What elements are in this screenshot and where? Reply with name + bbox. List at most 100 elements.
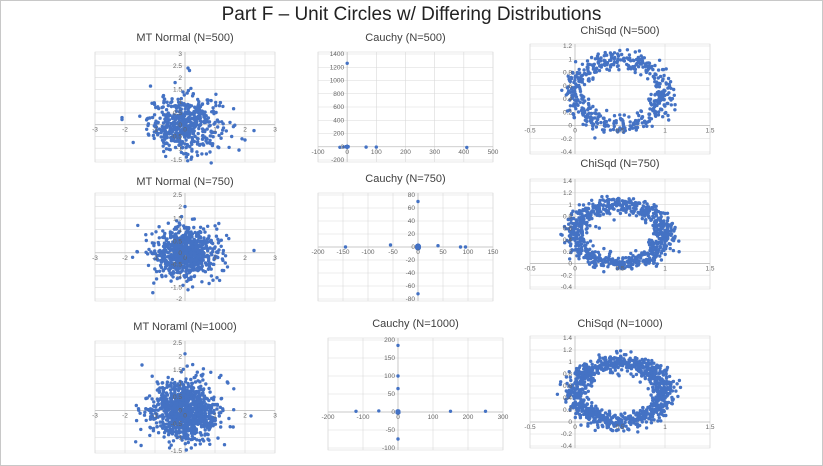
data-point [575, 236, 579, 241]
data-point [221, 408, 225, 413]
data-point [184, 407, 188, 412]
data-point [593, 70, 597, 74]
data-point [181, 145, 185, 150]
y-tick-label: 0 [411, 244, 415, 251]
data-point [164, 259, 169, 264]
data-point [178, 114, 182, 118]
data-point [207, 281, 211, 286]
data-point [198, 380, 202, 384]
data-point [173, 412, 178, 416]
data-point [172, 113, 176, 117]
data-point [584, 123, 588, 127]
data-point [215, 276, 219, 280]
data-point [166, 111, 170, 115]
data-point [166, 242, 170, 247]
data-point [590, 198, 594, 202]
data-point [615, 64, 620, 69]
data-point [657, 110, 661, 114]
data-point [185, 279, 189, 283]
data-point [661, 115, 665, 119]
data-point [608, 51, 613, 55]
data-point [147, 394, 152, 398]
data-point [195, 150, 199, 154]
data-point [611, 127, 616, 132]
data-point [643, 218, 648, 223]
y-tick-label: 200 [333, 131, 344, 138]
data-point [569, 232, 574, 236]
data-point [181, 90, 185, 94]
data-point [161, 258, 166, 262]
data-point [651, 207, 655, 211]
data-point [633, 67, 638, 72]
data-point [569, 212, 574, 216]
data-point [560, 233, 564, 237]
data-point [581, 203, 586, 207]
data-point [573, 75, 577, 80]
data-point [620, 52, 624, 57]
data-point [197, 385, 201, 390]
x-tick-label: 1 [663, 128, 667, 135]
scatter-chart: -3 -2 -1 0 1 2 3-1.5-1-0.500.511.522.53 [92, 51, 277, 165]
data-point [217, 120, 221, 124]
data-point [653, 93, 657, 97]
data-point [182, 114, 187, 118]
data-point [651, 245, 655, 250]
data-point [577, 83, 581, 88]
data-point [212, 122, 216, 126]
data-point [211, 142, 215, 146]
data-point [342, 145, 346, 149]
data-point [193, 134, 197, 138]
data-point [169, 398, 174, 402]
x-tick-label: -1 [152, 127, 158, 134]
data-point [168, 427, 172, 432]
data-point [617, 260, 621, 264]
data-point [638, 57, 642, 62]
data-point [196, 255, 200, 259]
data-point [652, 215, 656, 220]
data-point [189, 129, 194, 133]
x-tick-label: 0.5 [615, 265, 624, 272]
data-point [187, 245, 191, 250]
data-point [572, 85, 577, 90]
data-point [588, 106, 592, 110]
data-point [645, 202, 649, 206]
data-point [580, 80, 584, 84]
data-point [599, 263, 604, 267]
data-point [174, 267, 178, 271]
data-point [206, 259, 211, 263]
data-point [658, 91, 662, 96]
data-point [160, 105, 164, 110]
data-point [614, 121, 618, 125]
data-point [161, 388, 165, 392]
data-point [146, 252, 150, 256]
data-point [669, 103, 673, 107]
data-point [223, 254, 228, 258]
data-point [577, 67, 581, 72]
data-point [212, 246, 217, 250]
data-point [203, 409, 207, 413]
data-point [628, 124, 632, 128]
data-point [640, 216, 644, 221]
data-point [664, 82, 669, 86]
data-point [660, 219, 664, 224]
data-point [208, 123, 212, 128]
data-point [590, 63, 594, 67]
data-point [162, 149, 166, 154]
data-point [622, 260, 626, 265]
x-tick-label: -2 [122, 255, 128, 262]
data-point [573, 98, 577, 102]
data-point [154, 277, 159, 281]
data-point [597, 112, 601, 116]
data-point [179, 214, 184, 219]
data-point [608, 250, 613, 254]
data-point [597, 257, 602, 262]
data-point [148, 433, 152, 438]
data-point [184, 377, 188, 381]
data-point [603, 50, 607, 55]
data-point [186, 412, 190, 417]
data-point [651, 256, 656, 260]
y-tick-label: 400 [333, 117, 344, 124]
data-point [194, 268, 198, 272]
data-point [213, 254, 217, 258]
chart-title: Cauchy (N=500) [365, 32, 446, 44]
